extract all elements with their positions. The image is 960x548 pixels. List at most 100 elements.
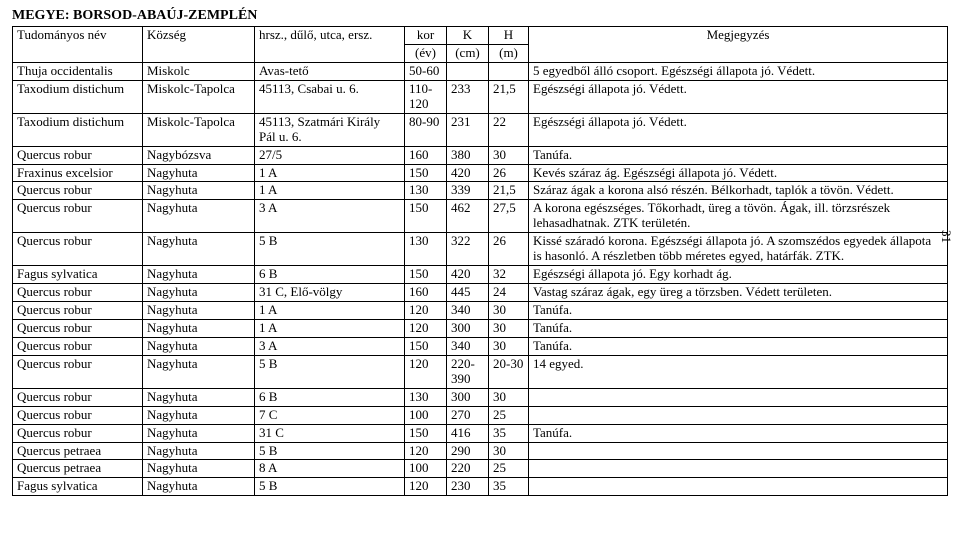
cell-c6: 25 xyxy=(489,406,529,424)
cell-c6: 30 xyxy=(489,388,529,406)
cell-c1: Quercus robur xyxy=(13,233,143,266)
cell-c2: Nagyhuta xyxy=(143,284,255,302)
cell-c3: 1 A xyxy=(255,319,405,337)
cell-c7 xyxy=(529,388,948,406)
cell-c4: 130 xyxy=(405,388,447,406)
cell-c5: 420 xyxy=(447,266,489,284)
cell-c4: 120 xyxy=(405,355,447,388)
cell-c3: 3 A xyxy=(255,200,405,233)
table-row: Taxodium distichumMiskolc-Tapolca45113, … xyxy=(13,113,948,146)
cell-c1: Quercus robur xyxy=(13,388,143,406)
cell-c3: 31 C, Elő-völgy xyxy=(255,284,405,302)
cell-c6: 30 xyxy=(489,337,529,355)
cell-c1: Quercus petraea xyxy=(13,460,143,478)
cell-c5: 445 xyxy=(447,284,489,302)
cell-c6: 27,5 xyxy=(489,200,529,233)
cell-c7 xyxy=(529,460,948,478)
cell-c4: 150 xyxy=(405,266,447,284)
cell-c2: Miskolc-Tapolca xyxy=(143,80,255,113)
table-body: Thuja occidentalisMiskolcAvas-tető50-605… xyxy=(13,62,948,495)
cell-c3: 6 B xyxy=(255,388,405,406)
cell-c6: 26 xyxy=(489,233,529,266)
cell-c5: 300 xyxy=(447,388,489,406)
cell-c3: 5 B xyxy=(255,442,405,460)
cell-c1: Fagus sylvatica xyxy=(13,478,143,496)
cell-c1: Quercus robur xyxy=(13,355,143,388)
cell-c3: 45113, Szatmári Király Pál u. 6. xyxy=(255,113,405,146)
cell-c3: 1 A xyxy=(255,164,405,182)
cell-c3: 45113, Csabai u. 6. xyxy=(255,80,405,113)
cell-c6: 30 xyxy=(489,319,529,337)
cell-c6: 32 xyxy=(489,266,529,284)
cell-c6: 30 xyxy=(489,442,529,460)
cell-c7 xyxy=(529,442,948,460)
cell-c3: 6 B xyxy=(255,266,405,284)
cell-c3: 5 B xyxy=(255,478,405,496)
cell-c3: 3 A xyxy=(255,337,405,355)
table-row: Quercus petraeaNagyhuta5 B12029030 xyxy=(13,442,948,460)
table-row: Quercus roburNagyhuta5 B120220-39020-301… xyxy=(13,355,948,388)
cell-c2: Nagybózsva xyxy=(143,146,255,164)
cell-c4: 150 xyxy=(405,200,447,233)
cell-c1: Fagus sylvatica xyxy=(13,266,143,284)
table-row: Taxodium distichumMiskolc-Tapolca45113, … xyxy=(13,80,948,113)
cell-c5: 290 xyxy=(447,442,489,460)
cell-c5: 270 xyxy=(447,406,489,424)
table-row: Quercus roburNagyhuta5 B13032226Kissé sz… xyxy=(13,233,948,266)
cell-c5: 420 xyxy=(447,164,489,182)
cell-c2: Nagyhuta xyxy=(143,337,255,355)
cell-c3: 27/5 xyxy=(255,146,405,164)
cell-c3: 7 C xyxy=(255,406,405,424)
cell-c4: 150 xyxy=(405,164,447,182)
cell-c6 xyxy=(489,62,529,80)
col-location: hrsz., dűlő, utca, ersz. xyxy=(255,27,405,63)
cell-c1: Quercus robur xyxy=(13,319,143,337)
cell-c5: 340 xyxy=(447,337,489,355)
cell-c6: 25 xyxy=(489,460,529,478)
cell-c5: 462 xyxy=(447,200,489,233)
cell-c1: Thuja occidentalis xyxy=(13,62,143,80)
cell-c3: 1 A xyxy=(255,182,405,200)
cell-c2: Nagyhuta xyxy=(143,406,255,424)
cell-c2: Miskolc-Tapolca xyxy=(143,113,255,146)
cell-c4: 120 xyxy=(405,302,447,320)
cell-c6: 35 xyxy=(489,424,529,442)
table-row: Quercus roburNagyhuta1 A12034030Tanúfa. xyxy=(13,302,948,320)
cell-c6: 20-30 xyxy=(489,355,529,388)
cell-c2: Nagyhuta xyxy=(143,319,255,337)
cell-c5: 230 xyxy=(447,478,489,496)
cell-c4: 160 xyxy=(405,284,447,302)
cell-c7: Egészségi állapota jó. Védett. xyxy=(529,80,948,113)
cell-c6: 26 xyxy=(489,164,529,182)
cell-c5: 233 xyxy=(447,80,489,113)
table-row: Quercus roburNagyhuta31 C, Elő-völgy1604… xyxy=(13,284,948,302)
table-row: Fraxinus excelsiorNagyhuta1 A15042026Kev… xyxy=(13,164,948,182)
cell-c1: Quercus robur xyxy=(13,182,143,200)
cell-c5: 339 xyxy=(447,182,489,200)
col-age-unit: (év) xyxy=(405,44,447,62)
table-row: Quercus roburNagyhuta1 A12030030Tanúfa. xyxy=(13,319,948,337)
table-row: Fagus sylvaticaNagyhuta5 B12023035 xyxy=(13,478,948,496)
cell-c6: 24 xyxy=(489,284,529,302)
cell-c2: Nagyhuta xyxy=(143,182,255,200)
cell-c6: 21,5 xyxy=(489,182,529,200)
cell-c2: Nagyhuta xyxy=(143,164,255,182)
cell-c5: 380 xyxy=(447,146,489,164)
cell-c1: Quercus robur xyxy=(13,424,143,442)
cell-c1: Quercus robur xyxy=(13,200,143,233)
cell-c6: 22 xyxy=(489,113,529,146)
page-header: MEGYE: BORSOD-ABAÚJ-ZEMPLÉN xyxy=(12,8,948,24)
cell-c7: Vastag száraz ágak, egy üreg a törzsben.… xyxy=(529,284,948,302)
col-height: H xyxy=(489,27,529,45)
col-scientific-name: Tudományos név xyxy=(13,27,143,63)
cell-c7: 14 egyed. xyxy=(529,355,948,388)
col-circumference: K xyxy=(447,27,489,45)
cell-c4: 160 xyxy=(405,146,447,164)
cell-c4: 150 xyxy=(405,337,447,355)
cell-c5: 220-390 xyxy=(447,355,489,388)
cell-c3: 1 A xyxy=(255,302,405,320)
cell-c2: Nagyhuta xyxy=(143,355,255,388)
cell-c7: Egészségi állapota jó. Védett. xyxy=(529,113,948,146)
cell-c2: Nagyhuta xyxy=(143,302,255,320)
cell-c7 xyxy=(529,478,948,496)
